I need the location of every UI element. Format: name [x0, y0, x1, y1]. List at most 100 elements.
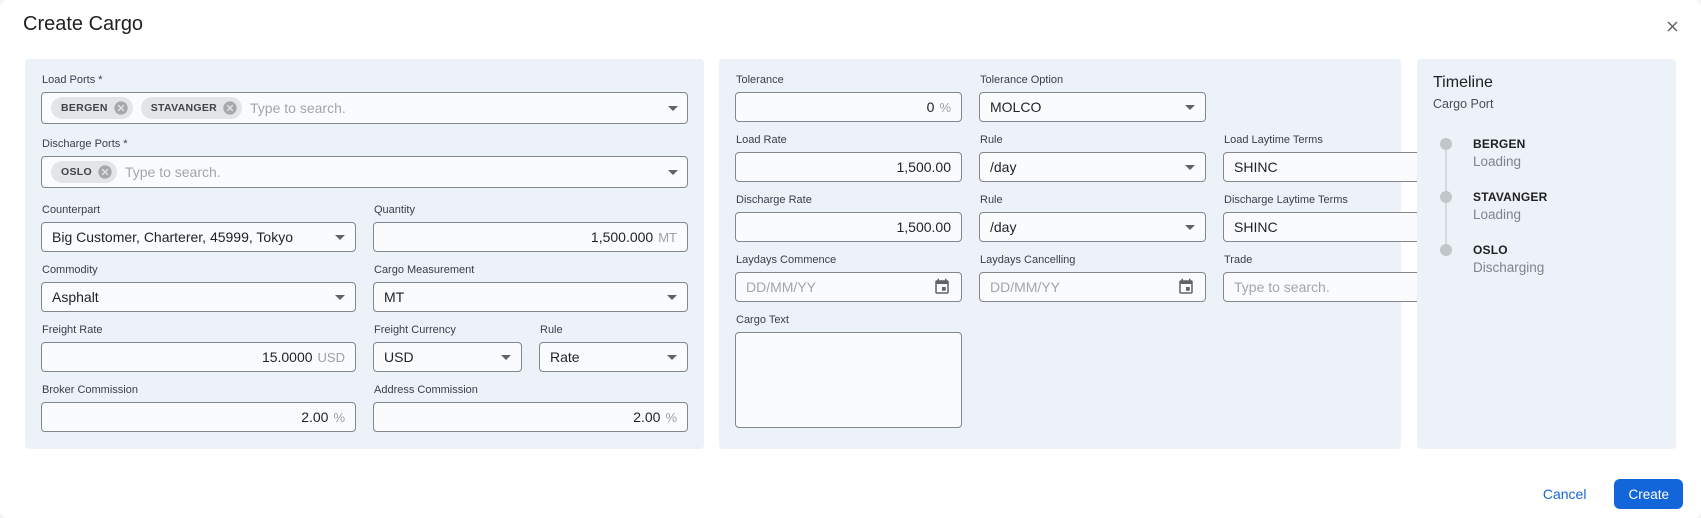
trade-search-input[interactable]: [1234, 279, 1415, 295]
chevron-down-icon[interactable]: [668, 105, 678, 111]
cargo-measurement-field-group: Cargo Measurement MT: [373, 264, 688, 312]
timeline-port-name: STAVANGER: [1473, 190, 1548, 204]
cargo-text-field-group: Cargo Text: [735, 314, 962, 433]
tolerance-field-group: Tolerance %: [735, 74, 962, 122]
load-rule-value: /day: [990, 159, 1017, 175]
load-rate-input[interactable]: [746, 159, 951, 175]
discharge-ports-search-input[interactable]: [124, 164, 660, 180]
load-rate-field: [735, 152, 962, 182]
load-ports-field-group: Load Ports * BERGEN STAVANGER: [41, 74, 688, 124]
load-rule-label: Rule: [980, 134, 1003, 146]
laydays-commence-field[interactable]: [735, 272, 962, 302]
tolerance-label: Tolerance: [736, 74, 784, 86]
counterpart-value: Big Customer, Charterer, 45999, Tokyo: [52, 229, 293, 245]
discharge-rate-field: [735, 212, 962, 242]
laydays-cancelling-field[interactable]: [979, 272, 1206, 302]
cargo-measurement-select[interactable]: MT: [373, 282, 688, 312]
remove-chip-icon[interactable]: [97, 164, 113, 180]
remove-chip-icon[interactable]: [113, 100, 129, 116]
remove-chip-icon[interactable]: [222, 100, 238, 116]
timeline-item: STAVANGER Loading: [1433, 190, 1660, 222]
commodity-field-group: Commodity Asphalt: [41, 264, 356, 312]
rates-laytime-panel: Tolerance % Tolerance Option MOLCO Load …: [719, 59, 1444, 449]
discharge-ports-field[interactable]: OSLO: [41, 156, 688, 188]
port-chip-bergen[interactable]: BERGEN: [51, 97, 133, 119]
quantity-unit-suffix: MT: [658, 229, 677, 245]
timeline-dot-icon: [1440, 138, 1452, 150]
calendar-icon[interactable]: [927, 278, 951, 296]
trade-label: Trade: [1224, 254, 1253, 266]
laydays-commence-input[interactable]: [746, 279, 927, 295]
address-commission-field: %: [373, 402, 688, 432]
counterpart-field-group: Counterpart Big Customer, Charterer, 459…: [41, 204, 356, 252]
tolerance-option-value: MOLCO: [990, 99, 1042, 115]
commodity-label: Commodity: [42, 264, 98, 276]
freight-rate-field-group: Freight Rate USD: [41, 324, 356, 372]
load-rate-rule-select[interactable]: /day: [979, 152, 1206, 182]
load-ports-field[interactable]: BERGEN STAVANGER: [41, 92, 688, 124]
timeline-port-activity: Loading: [1473, 207, 1522, 222]
freight-rule-label: Rule: [540, 324, 563, 336]
quantity-input[interactable]: [384, 229, 654, 245]
cancel-button[interactable]: Cancel: [1541, 482, 1589, 506]
quantity-field-group: Quantity MT: [373, 204, 688, 252]
chip-label: BERGEN: [61, 102, 108, 114]
commodity-value: Asphalt: [52, 289, 99, 305]
discharge-laytime-terms-value: SHINC: [1234, 219, 1278, 235]
cargo-text-textarea[interactable]: [735, 332, 962, 428]
timeline-port-activity: Loading: [1473, 154, 1522, 169]
calendar-icon[interactable]: [1171, 278, 1195, 296]
freight-currency-label: Freight Currency: [374, 324, 456, 336]
tolerance-input[interactable]: [746, 99, 935, 115]
address-commission-input[interactable]: [384, 409, 661, 425]
counterpart-label: Counterpart: [42, 204, 101, 216]
load-ports-search-input[interactable]: [250, 100, 660, 116]
tolerance-option-field-group: Tolerance Option MOLCO: [979, 74, 1206, 122]
port-chip-oslo[interactable]: OSLO: [51, 161, 117, 183]
broker-commission-unit-suffix: %: [333, 409, 345, 425]
chevron-down-icon[interactable]: [668, 169, 678, 175]
freight-currency-select[interactable]: USD: [373, 342, 522, 372]
timeline-port-name: OSLO: [1473, 243, 1508, 257]
discharge-rate-input[interactable]: [746, 219, 951, 235]
chevron-down-icon: [501, 354, 511, 360]
create-button[interactable]: Create: [1614, 479, 1683, 509]
chip-label: STAVANGER: [150, 102, 218, 114]
freight-rule-select[interactable]: Rate: [539, 342, 688, 372]
address-commission-field-group: Address Commission %: [373, 384, 688, 432]
address-commission-label: Address Commission: [374, 384, 478, 396]
discharge-laytime-terms-select[interactable]: SHINC: [1223, 212, 1444, 242]
discharge-rule-value: /day: [990, 219, 1017, 235]
timeline-panel: Timeline Cargo Port BERGEN Loading STAVA…: [1417, 59, 1676, 449]
quantity-label: Quantity: [374, 204, 415, 216]
commodity-select[interactable]: Asphalt: [41, 282, 356, 312]
tolerance-field: %: [735, 92, 962, 122]
page-title: Create Cargo: [23, 13, 144, 35]
load-laytime-terms-field-group: Load Laytime Terms SHINC: [1223, 134, 1444, 182]
chevron-down-icon: [335, 294, 345, 300]
trade-field[interactable]: [1223, 272, 1444, 302]
load-laytime-terms-select[interactable]: SHINC: [1223, 152, 1444, 182]
broker-commission-input[interactable]: [52, 409, 329, 425]
laydays-cancelling-input[interactable]: [990, 279, 1171, 295]
close-icon: [1664, 18, 1681, 35]
discharge-rate-rule-select[interactable]: /day: [979, 212, 1206, 242]
counterpart-select[interactable]: Big Customer, Charterer, 45999, Tokyo: [41, 222, 356, 252]
discharge-ports-label: Discharge Ports *: [42, 138, 128, 150]
tolerance-option-select[interactable]: MOLCO: [979, 92, 1206, 122]
timeline-dot-icon: [1440, 191, 1452, 203]
port-chip-stavanger[interactable]: STAVANGER: [140, 97, 243, 119]
cargo-measurement-label: Cargo Measurement: [374, 264, 475, 276]
chip-label: OSLO: [61, 166, 92, 178]
laydays-commence-label: Laydays Commence: [736, 254, 837, 266]
tolerance-unit-suffix: %: [939, 99, 951, 115]
timeline-title: Timeline: [1433, 74, 1493, 91]
discharge-ports-field-group: Discharge Ports * OSLO: [41, 138, 688, 188]
timeline-port-name: BERGEN: [1473, 137, 1526, 151]
load-ports-label: Load Ports *: [42, 74, 103, 86]
discharge-rate-field-group: Discharge Rate: [735, 194, 962, 242]
tolerance-option-label: Tolerance Option: [980, 74, 1064, 86]
freight-rate-input[interactable]: [52, 349, 313, 365]
discharge-laytime-terms-label: Discharge Laytime Terms: [1224, 194, 1348, 206]
close-button[interactable]: [1660, 14, 1684, 38]
